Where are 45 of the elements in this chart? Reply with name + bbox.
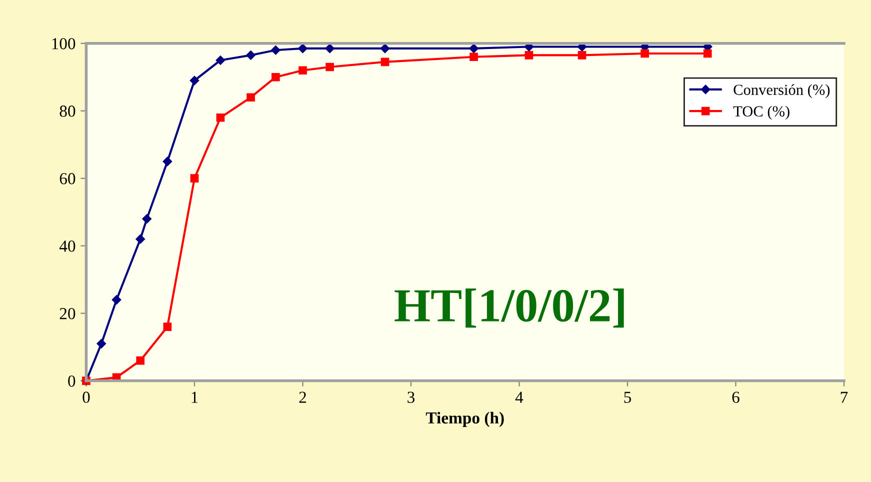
x-tick-label: 6 <box>732 392 740 403</box>
point <box>271 46 280 55</box>
x-tick-label: 0 <box>82 392 90 403</box>
point <box>246 50 256 60</box>
x-tick-label: 2 <box>299 392 306 403</box>
point <box>136 356 145 365</box>
point <box>326 62 334 72</box>
point <box>163 322 172 331</box>
point <box>216 56 226 65</box>
point <box>703 49 712 58</box>
point <box>578 51 586 60</box>
point <box>96 339 106 348</box>
point <box>142 214 152 224</box>
point <box>380 44 390 54</box>
y-tick-label: 20 <box>60 308 76 320</box>
point <box>190 76 200 86</box>
point <box>469 44 478 54</box>
point <box>136 234 145 244</box>
y-tick-label: 80 <box>60 106 76 117</box>
x-tick-label: 1 <box>192 392 198 403</box>
x-tick-label: 4 <box>515 392 524 403</box>
point <box>246 93 255 102</box>
legend-label: TOC (%) <box>733 106 790 120</box>
point <box>298 44 308 54</box>
x-tick-label: 5 <box>624 392 632 403</box>
x-tick-label: 7 <box>840 392 848 403</box>
point <box>470 52 478 62</box>
y-tick-label: 60 <box>60 173 76 184</box>
point <box>190 174 199 183</box>
x-axis-title: Tiempo (h) <box>426 412 504 427</box>
y-tick-label: 100 <box>52 38 76 50</box>
point <box>216 113 225 122</box>
y-tick-label: 0 <box>68 375 76 387</box>
point <box>162 156 172 166</box>
y-tick-label: 40 <box>59 240 76 252</box>
legend-label: Conversión (%) <box>734 84 830 98</box>
point <box>524 51 534 60</box>
annotation: HT[1/0/0/2] <box>394 288 624 328</box>
point <box>298 66 307 75</box>
point <box>325 44 334 54</box>
point <box>272 72 280 82</box>
point <box>112 295 122 304</box>
x-tick-label: 3 <box>408 392 415 403</box>
point <box>380 58 390 66</box>
point <box>640 49 649 58</box>
